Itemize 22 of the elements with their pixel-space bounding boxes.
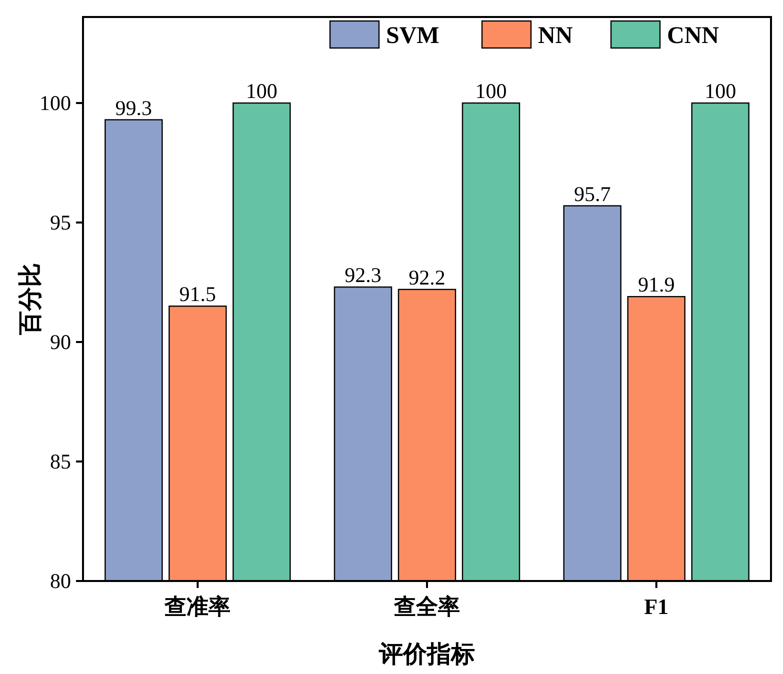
x-tick-label: F1	[644, 594, 669, 619]
data-label: 100	[246, 79, 278, 104]
legend-label: CNN	[667, 23, 720, 49]
data-label: 100	[704, 79, 736, 104]
data-label: 92.2	[408, 265, 446, 290]
x-tick-label: 查全率	[393, 594, 460, 619]
x-axis-title: 评价指标	[378, 641, 475, 668]
data-label: 91.9	[638, 272, 675, 297]
data-label: 99.3	[115, 96, 152, 120]
y-tick-label: 80	[50, 569, 71, 593]
y-axis-title: 百分比	[17, 263, 44, 336]
y-tick-label: 90	[50, 330, 71, 354]
y-tick-label: 95	[50, 210, 71, 235]
x-tick-label: 查准率	[164, 594, 231, 619]
data-label: 92.3	[344, 263, 382, 288]
data-label: 100	[475, 79, 507, 104]
data-label: 91.5	[179, 282, 216, 306]
legend-label: NN	[538, 23, 574, 49]
y-tick-label: 100	[40, 91, 71, 116]
y-tick-label: 85	[50, 450, 71, 474]
data-label: 95.7	[574, 182, 611, 206]
legend-label: SVM	[386, 23, 440, 49]
